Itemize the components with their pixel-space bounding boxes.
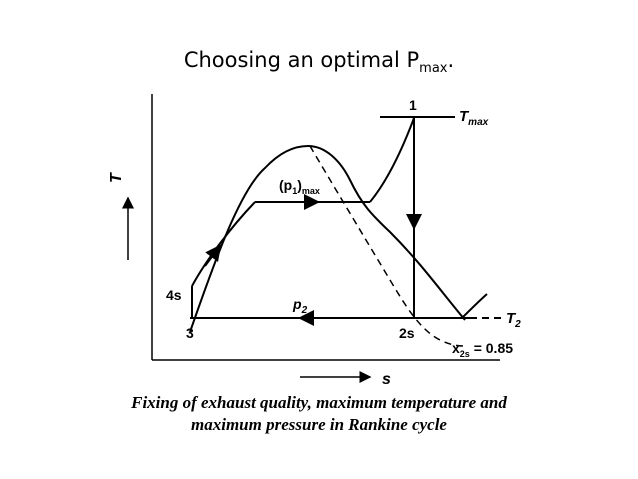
label-t2: T2 xyxy=(506,310,521,330)
label-p2: p2 xyxy=(292,296,308,316)
label-4s: 4s xyxy=(166,287,182,303)
y-axis-label: T xyxy=(108,172,125,183)
saturation-dome xyxy=(189,144,466,333)
label-point-3: 3 xyxy=(186,325,194,341)
label-p1max: (p1)max xyxy=(279,177,320,196)
label-2s: 2s xyxy=(399,325,415,341)
x-axis-label: s xyxy=(382,371,391,388)
quality-line xyxy=(309,145,466,347)
isobar-tail xyxy=(461,293,488,319)
caption-line-1: Fixing of exhaust quality, maximum tempe… xyxy=(131,393,507,412)
heating-arrow xyxy=(204,244,222,267)
heating-line xyxy=(191,201,256,287)
label-tmax: Tmax xyxy=(459,108,489,128)
diagram-caption: Fixing of exhaust quality, maximum tempe… xyxy=(0,392,638,436)
slide-title: Choosing an optimal Pmax. xyxy=(183,48,455,77)
label-point-1: 1 xyxy=(409,97,417,113)
superheat-line xyxy=(369,117,415,203)
caption-line-2: maximum pressure in Rankine cycle xyxy=(191,415,447,434)
label-x2s: x2s = 0.85 xyxy=(452,340,513,359)
